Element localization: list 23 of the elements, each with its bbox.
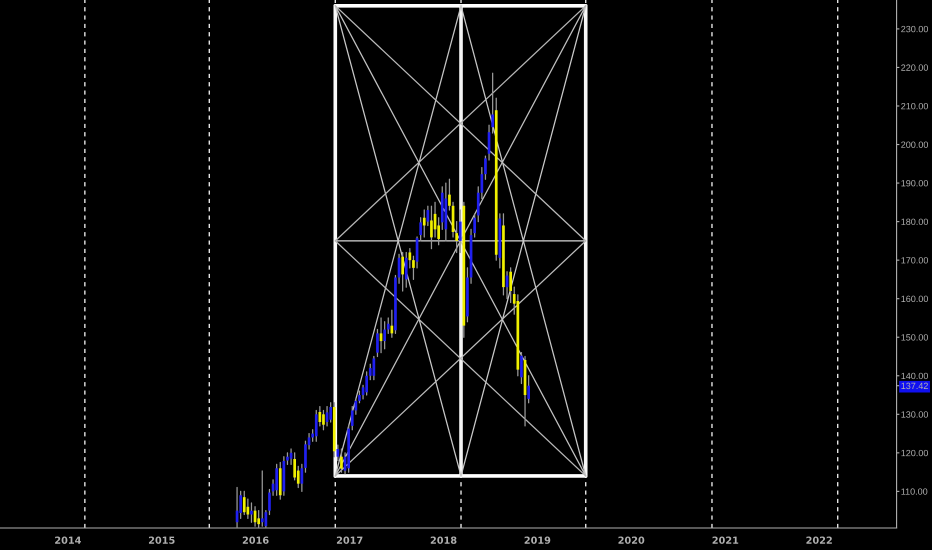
- y-tick-label: 220.00: [901, 64, 928, 71]
- y-tick-label: 190.00: [901, 180, 928, 186]
- x-tick-label: 2021: [712, 536, 738, 544]
- y-tick-label: 120.00: [901, 450, 928, 456]
- y-tick-label: 180.00: [901, 218, 928, 225]
- y-tick-label: 160.00: [901, 296, 928, 302]
- y-tick-label: 140.00: [901, 372, 928, 380]
- y-tick-label: 130.00: [901, 411, 928, 418]
- y-tick-label: 170.00: [901, 257, 928, 264]
- x-tick-label: 2017: [336, 536, 362, 544]
- y-tick-label: 210.00: [901, 102, 928, 110]
- x-tick-label: 2022: [806, 536, 832, 544]
- y-tick-label: 150.00: [901, 334, 928, 341]
- x-tick-label: 2020: [618, 536, 644, 544]
- y-tick-label: 230.00: [901, 26, 928, 32]
- y-tick-label: 200.00: [901, 141, 928, 148]
- x-tick-label: 2018: [430, 536, 456, 544]
- x-tick-label: 2019: [524, 536, 550, 544]
- y-tick-label: 110.00: [901, 488, 928, 495]
- x-tick-label: 2016: [242, 536, 269, 544]
- x-tick-label: 2015: [148, 536, 175, 544]
- x-tick-label: 2014: [55, 536, 81, 544]
- y-tick-label: 137.42: [901, 382, 928, 390]
